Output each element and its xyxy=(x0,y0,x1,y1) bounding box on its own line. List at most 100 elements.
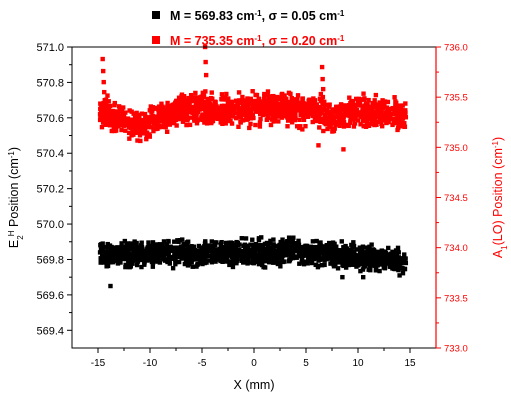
data-point xyxy=(265,113,270,119)
data-point xyxy=(392,112,397,117)
data-point xyxy=(153,256,159,261)
data-point xyxy=(205,96,210,102)
data-point xyxy=(256,96,261,101)
y-right-label-main: A xyxy=(491,249,505,258)
data-point xyxy=(201,246,207,251)
data-point xyxy=(139,256,144,261)
data-point-outlier xyxy=(203,72,209,78)
data-point xyxy=(230,264,236,270)
data-point xyxy=(264,240,270,246)
data-point xyxy=(291,108,296,113)
data-point xyxy=(238,120,243,125)
data-point xyxy=(150,264,156,269)
data-point xyxy=(97,112,103,117)
data-point xyxy=(259,235,264,240)
data-point xyxy=(225,118,231,123)
data-point xyxy=(166,108,171,114)
data-point xyxy=(122,118,127,124)
data-point xyxy=(192,255,198,260)
data-point xyxy=(207,248,213,253)
data-point xyxy=(353,108,359,113)
data-point xyxy=(392,95,397,100)
data-point xyxy=(101,120,106,125)
data-point xyxy=(170,110,175,116)
data-point xyxy=(224,240,229,246)
data-point xyxy=(189,259,194,265)
data-point xyxy=(334,244,339,249)
data-point xyxy=(292,241,297,246)
data-point xyxy=(105,249,110,254)
data-point xyxy=(138,249,143,255)
data-point xyxy=(127,136,132,141)
legend: M = 569.83 cm-1, σ = 0.05 cm-1 M = 735.3… xyxy=(152,9,345,49)
data-point xyxy=(218,116,223,121)
data-point xyxy=(104,251,109,257)
data-point xyxy=(270,104,275,110)
data-point xyxy=(104,109,109,114)
data-point xyxy=(354,247,360,252)
data-point xyxy=(342,103,348,108)
data-point xyxy=(324,243,329,248)
data-point xyxy=(282,259,287,264)
y-left-tick-label: 569.4 xyxy=(36,325,64,337)
data-point xyxy=(142,111,148,117)
data-point xyxy=(166,112,171,117)
legend-label-a1lo: M = 735.35 cm-1, σ = 0.20 cm-1 xyxy=(170,34,345,49)
data-point xyxy=(176,259,182,265)
data-point xyxy=(282,113,287,119)
data-point xyxy=(210,243,215,249)
data-point xyxy=(305,107,311,112)
data-point xyxy=(111,123,117,129)
data-point xyxy=(369,105,375,110)
data-point xyxy=(185,260,191,265)
data-point xyxy=(104,244,109,250)
data-point xyxy=(98,106,103,112)
data-point xyxy=(340,249,345,254)
data-point xyxy=(185,118,190,123)
data-point xyxy=(222,95,228,100)
data-point xyxy=(224,246,230,251)
data-point xyxy=(370,259,375,265)
data-point xyxy=(314,104,320,110)
data-point xyxy=(101,251,106,256)
data-point xyxy=(126,261,131,266)
data-point xyxy=(318,91,324,97)
data-point xyxy=(233,255,239,260)
data-point xyxy=(185,254,190,260)
data-point xyxy=(138,129,144,134)
data-point xyxy=(396,108,402,113)
data-point xyxy=(385,116,391,122)
data-point xyxy=(314,238,319,244)
data-point xyxy=(236,107,241,112)
data-point xyxy=(131,132,136,137)
data-point xyxy=(373,92,379,98)
data-point xyxy=(118,117,124,122)
data-point xyxy=(229,261,235,266)
y-axis-right-label: A1(LO) Position (cm-1) xyxy=(491,137,509,258)
data-point xyxy=(280,237,285,242)
data-point xyxy=(161,256,166,261)
data-point xyxy=(265,244,271,249)
data-point xyxy=(253,103,259,109)
data-point xyxy=(188,257,194,262)
data-point xyxy=(130,129,135,135)
data-point xyxy=(147,115,152,120)
data-point xyxy=(193,110,198,116)
data-point xyxy=(229,240,235,246)
data-point xyxy=(322,246,328,251)
data-point xyxy=(165,100,170,106)
data-point xyxy=(194,121,200,126)
data-point xyxy=(219,239,224,245)
y-right-label-close: ) xyxy=(491,137,505,141)
y-right-tick-label: 735.5 xyxy=(444,93,468,104)
data-point xyxy=(191,244,196,249)
data-point xyxy=(169,119,174,124)
data-point xyxy=(250,112,256,117)
data-point xyxy=(400,271,406,276)
data-point xyxy=(358,122,363,127)
data-point xyxy=(220,121,225,127)
data-point xyxy=(331,126,336,131)
data-point xyxy=(349,111,354,117)
y-left-label-rest: Position (cm xyxy=(7,158,21,230)
data-point xyxy=(312,113,317,119)
